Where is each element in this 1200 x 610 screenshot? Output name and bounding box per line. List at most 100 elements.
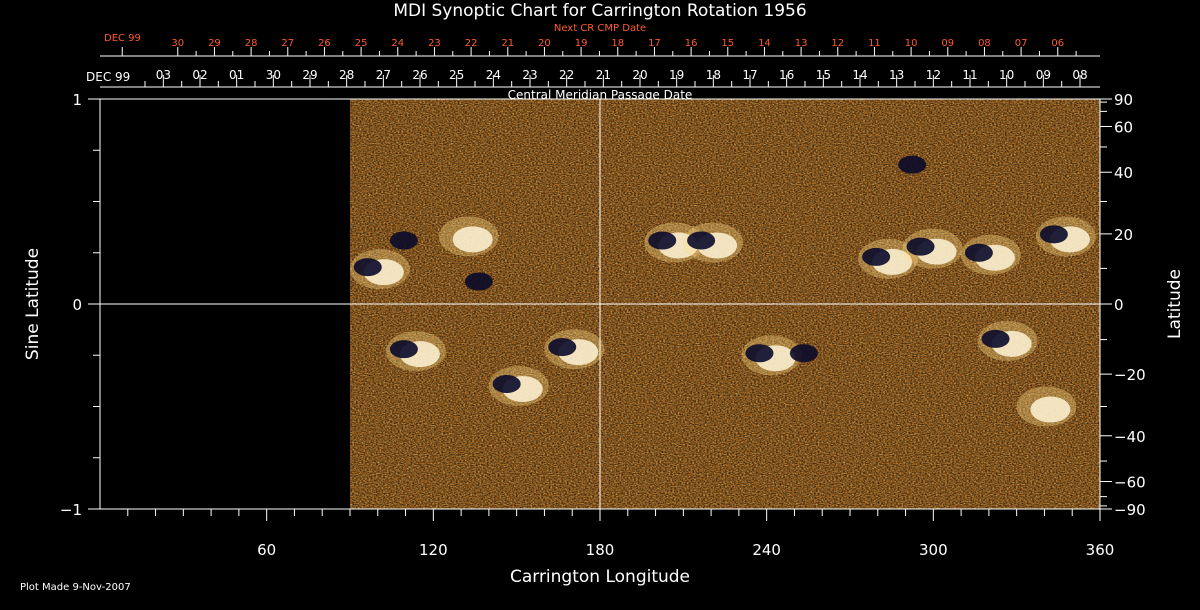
- next-cr-axis-label: Next CR CMP Date: [554, 23, 646, 34]
- cmp-date-label: 11: [962, 68, 977, 82]
- x-tick-label: 240: [752, 541, 781, 559]
- lat-tick-label: 0: [1114, 296, 1124, 314]
- x-axis-label: Carrington Longitude: [510, 567, 690, 587]
- grid-lines: [100, 99, 1100, 509]
- cmp-date-label: 17: [742, 68, 757, 82]
- y-tick-label: −1: [60, 501, 82, 519]
- y-tick-label: 0: [72, 296, 82, 314]
- next-cr-date-label: 06: [1051, 38, 1064, 49]
- x-tick-label: 180: [586, 541, 615, 559]
- next-cr-date-label: 09: [941, 38, 954, 49]
- cmp-date-label: 03: [156, 68, 171, 82]
- next-cr-date-label: 24: [391, 38, 404, 49]
- next-cr-date-label: 10: [905, 38, 918, 49]
- region-positive: [1030, 396, 1071, 423]
- next-cr-date-label: 08: [978, 38, 991, 49]
- y-axis-label-right: Latitude: [1165, 269, 1185, 339]
- plot-made-note: Plot Made 9-Nov-2007: [20, 582, 131, 593]
- cmp-date-label: 25: [449, 68, 464, 82]
- next-cr-date-label: 17: [648, 38, 661, 49]
- next-cr-date-label: 15: [721, 38, 734, 49]
- region-negative: [464, 272, 493, 291]
- cmp-date-label: 22: [559, 68, 574, 82]
- cmp-first-label: DEC 99: [86, 70, 130, 84]
- region-negative: [789, 344, 818, 363]
- active-regions: [350, 155, 1096, 427]
- cmp-date-label: 26: [412, 68, 427, 82]
- region-halo: [438, 216, 499, 257]
- cmp-date-label: 15: [816, 68, 831, 82]
- cmp-date-label: 01: [229, 68, 244, 82]
- sine-latitude-axis: −1 0 1: [60, 91, 100, 519]
- cmp-date-axes: Next CR CMP Date DEC 99 30 29 28 27 26 25 24 23 22…: [86, 23, 1100, 102]
- cmp-date-label: 24: [486, 68, 501, 82]
- lat-tick-label: 60: [1114, 118, 1133, 136]
- next-cr-date-label: 11: [868, 38, 881, 49]
- lat-tick-label: 40: [1114, 164, 1133, 182]
- x-tick-label: 60: [257, 541, 276, 559]
- cmp-date-label: 09: [1036, 68, 1051, 82]
- next-cr-date-label: 28: [245, 38, 258, 49]
- cmp-date-label: 29: [302, 68, 317, 82]
- x-tick-label: 360: [1086, 541, 1115, 559]
- next-cr-date-label: 16: [685, 38, 698, 49]
- next-cr-date-label: 07: [1015, 38, 1028, 49]
- cmp-date-label: 14: [852, 68, 867, 82]
- cmp-date-label: 13: [889, 68, 904, 82]
- cmp-date-label: 27: [376, 68, 391, 82]
- cmp-date-label: 23: [522, 68, 537, 82]
- region-negative: [648, 231, 677, 250]
- next-cr-date-label: 18: [611, 38, 624, 49]
- lat-tick-label: −60: [1114, 474, 1146, 492]
- region-positive: [452, 226, 493, 253]
- y-axis-label-left: Sine Latitude: [23, 248, 43, 360]
- next-cr-date-label: 19: [575, 38, 588, 49]
- region-negative: [898, 155, 927, 174]
- region-negative: [862, 247, 891, 266]
- cmp-date-label: 02: [192, 68, 207, 82]
- next-cr-date-label: 13: [795, 38, 808, 49]
- lat-tick-label: −40: [1114, 428, 1146, 446]
- region-negative: [981, 329, 1010, 348]
- region-negative: [687, 231, 716, 250]
- cmp-date-label: 21: [596, 68, 611, 82]
- next-cr-date-label: 14: [758, 38, 771, 49]
- y-tick-label: 1: [72, 91, 82, 109]
- cmp-date-label: 08: [1072, 68, 1087, 82]
- next-cr-date-label: 20: [538, 38, 551, 49]
- region-halo: [1016, 386, 1077, 427]
- region-negative: [353, 258, 382, 277]
- cmp-date-label: 12: [926, 68, 941, 82]
- chart-title: MDI Synoptic Chart for Carrington Rotati…: [393, 1, 806, 21]
- cmp-date-label: 19: [669, 68, 684, 82]
- cmp-date-label: 10: [999, 68, 1014, 82]
- region-negative: [745, 344, 774, 363]
- cmp-date-label: 16: [779, 68, 794, 82]
- region-negative: [1039, 225, 1068, 244]
- lat-tick-label: 20: [1114, 226, 1133, 244]
- next-cr-date-label: 25: [355, 38, 368, 49]
- x-tick-label: 300: [919, 541, 948, 559]
- region-negative: [906, 237, 935, 256]
- region-negative: [964, 243, 993, 262]
- region-negative: [492, 375, 521, 393]
- next-cr-date-label: 26: [318, 38, 331, 49]
- lat-tick-label: 90: [1114, 91, 1133, 109]
- longitude-axis: 60 120 180 240 300 360: [127, 509, 1115, 559]
- next-cr-date-label: 21: [501, 38, 514, 49]
- next-cr-first-label: DEC 99: [104, 33, 141, 44]
- region-negative: [389, 340, 418, 359]
- latitude-axis: 90 60 40 20 0 −20 −40 −60 −90: [1100, 91, 1146, 519]
- next-cr-date-label: 22: [465, 38, 478, 49]
- cmp-date-label: 20: [632, 68, 647, 82]
- lat-tick-label: −20: [1114, 366, 1146, 384]
- cmp-date-label: 30: [266, 68, 281, 82]
- cmp-date-label: 28: [339, 68, 354, 82]
- next-cr-date-label: 23: [428, 38, 441, 49]
- lat-tick-label: −90: [1114, 501, 1146, 519]
- next-cr-date-label: 29: [208, 38, 221, 49]
- next-cr-date-label: 12: [831, 38, 844, 49]
- x-tick-label: 120: [419, 541, 448, 559]
- next-cr-date-label: 30: [171, 38, 184, 49]
